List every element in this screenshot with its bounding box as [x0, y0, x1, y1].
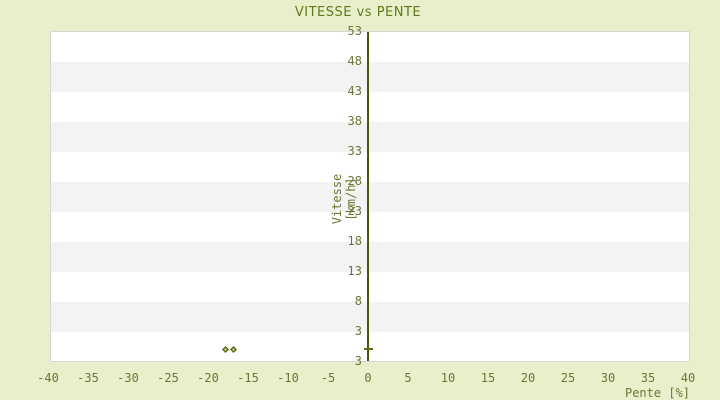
y-tick-label: 48 [347, 54, 362, 68]
y-tick-label: 13 [347, 264, 362, 278]
x-tick-label: -15 [237, 371, 259, 385]
x-tick-label: 0 [364, 371, 372, 385]
y-tick-label: 3 [354, 354, 362, 368]
y-tick-label: 38 [347, 114, 362, 128]
x-tick-label: -35 [77, 371, 99, 385]
y-axis-line [367, 32, 369, 361]
y-tick-label: 53 [347, 24, 362, 38]
data-point-marker [363, 348, 373, 350]
y-tick-label: 18 [347, 234, 362, 248]
x-tick-label: -25 [157, 371, 179, 385]
x-tick-label: 40 [680, 371, 696, 385]
y-tick-label: 43 [347, 84, 362, 98]
x-tick-label: 10 [440, 371, 456, 385]
y-tick-label: 33 [347, 144, 362, 158]
x-tick-label: 30 [600, 371, 616, 385]
y-tick-label: 3 [354, 324, 362, 338]
x-tick-label: -40 [37, 371, 59, 385]
plot-area [50, 31, 690, 362]
x-tick-label: 5 [404, 371, 412, 385]
y-tick-label: 23 [347, 204, 362, 218]
x-tick-label: 35 [640, 371, 656, 385]
x-tick-label: 20 [520, 371, 536, 385]
x-tick-label: -30 [117, 371, 139, 385]
y-axis-title: Vitesse [km/h] [330, 173, 358, 225]
y-tick-label: 28 [347, 174, 362, 188]
x-axis-title: Pente [%] [624, 386, 690, 400]
x-tick-label: -5 [320, 371, 336, 385]
x-tick-label: -20 [197, 371, 219, 385]
x-tick-label: 25 [560, 371, 576, 385]
y-tick-label: 8 [354, 294, 362, 308]
x-tick-label: -10 [277, 371, 299, 385]
chart-title: VITESSE vs PENTE [294, 5, 422, 20]
x-tick-label: 15 [480, 371, 496, 385]
